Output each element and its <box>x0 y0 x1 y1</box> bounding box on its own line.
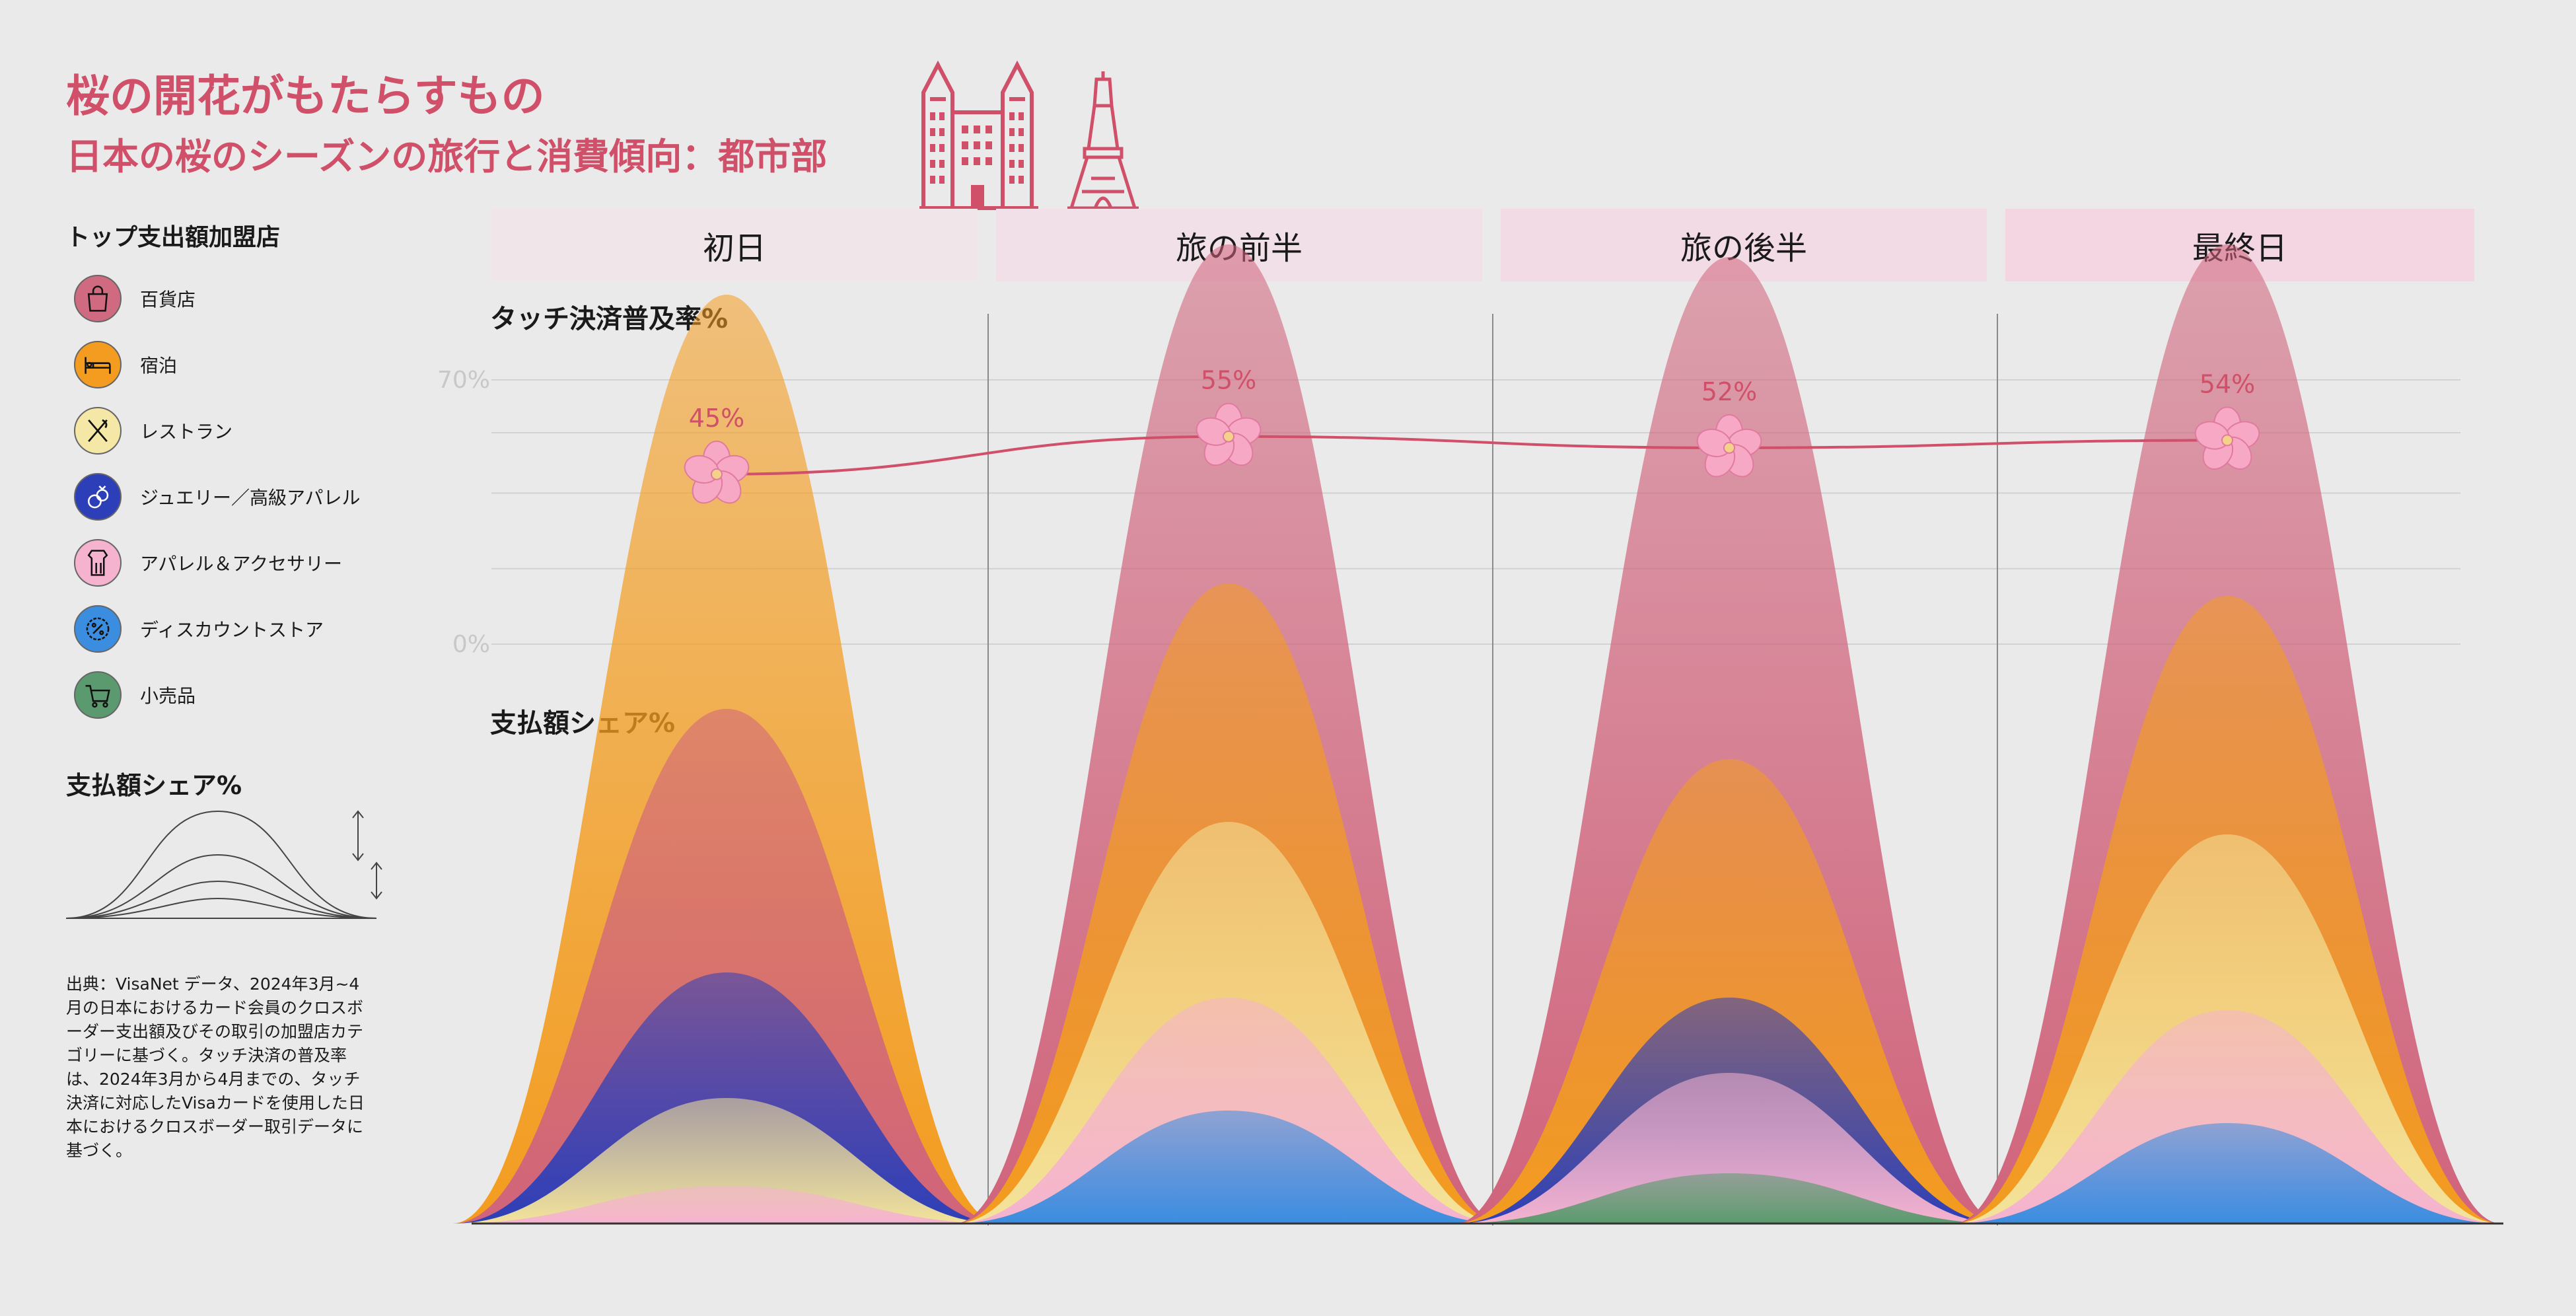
legend-item-department-store: 百貨店 <box>74 266 360 332</box>
y-tick-label: 70% <box>437 367 490 394</box>
contactless-section-label: タッチ決済普及率% <box>490 304 729 334</box>
share-key-diagram <box>66 810 382 919</box>
data-label: 54% <box>2200 369 2255 398</box>
blossom-center <box>1723 441 1735 454</box>
page-subtitle: 日本の桜のシーズンの旅行と消費傾向：都市部 <box>66 135 828 178</box>
legend-label: 小売品 <box>140 685 196 707</box>
legend-item-restaurant: レストラン <box>74 398 360 464</box>
share-area-layer <box>452 1098 1001 1224</box>
fork-knife-icon <box>74 407 122 455</box>
blossom-center <box>1223 430 1234 443</box>
legend-label: ディスカウントストア <box>140 619 324 641</box>
share-area-layer <box>954 1111 1503 1224</box>
legend-item-lodging: 宿泊 <box>74 332 360 398</box>
share-area-layer <box>1455 1173 2003 1224</box>
data-label: 55% <box>1201 366 1256 395</box>
legend-label: 宿泊 <box>140 355 178 377</box>
source-note: 出典：VisaNet データ、2024年3月~4月の日本におけるカード会員のクロ… <box>66 974 365 1160</box>
data-label: 52% <box>1701 377 1757 406</box>
cherry-blossom-marker <box>1196 402 1262 466</box>
merchant-legend: 百貨店 宿泊 レストラン ジュエリー／高級アパレル アパレル＆アクセサリー ディ… <box>74 266 360 728</box>
y-tick-label: 0% <box>452 631 490 658</box>
share-area-layer <box>452 1186 1001 1224</box>
share-area-layer <box>1455 257 2003 1224</box>
legend-title: トップ支出額加盟店 <box>66 224 281 251</box>
blossom-center <box>2221 434 2233 447</box>
legend-item-apparel: アパレル＆アクセサリー <box>74 530 360 596</box>
shopping-bag-icon <box>74 275 122 322</box>
ring-icon <box>74 473 122 521</box>
legend-label: ジュエリー／高級アパレル <box>140 487 361 509</box>
legend-label: 百貨店 <box>140 289 196 311</box>
blossom-center <box>711 468 723 480</box>
legend-item-discount-store: ディスカウントストア <box>74 596 360 662</box>
contactless-line <box>716 435 2228 476</box>
share-key-title: 支払額シェア% <box>66 771 242 800</box>
legend-label: アパレル＆アクセサリー <box>140 553 343 575</box>
data-label: 45% <box>689 404 744 433</box>
cherry-blossom-marker <box>2194 406 2260 470</box>
legend-item-jewelry: ジュエリー／高級アパレル <box>74 464 360 530</box>
share-area-layer <box>1953 1123 2501 1224</box>
phase-header-first-day: 初日 <box>491 209 978 281</box>
clothing-icon <box>74 539 122 587</box>
cherry-blossom-marker <box>1696 414 1762 478</box>
share-area-layer <box>452 709 1001 1224</box>
page-title: 桜の開花がもたらすもの <box>66 71 545 122</box>
share-area-layer <box>1455 1073 2003 1224</box>
discount-badge-icon <box>74 605 122 653</box>
share-area-layer <box>1953 1010 2501 1224</box>
cart-icon <box>74 671 122 719</box>
bed-icon <box>74 341 122 388</box>
legend-item-retail: 小売品 <box>74 662 360 728</box>
tokyo-landmarks-icon <box>919 60 1139 210</box>
cherry-blossom-marker <box>684 440 750 504</box>
share-area-layer <box>1455 759 2003 1224</box>
legend-label: レストラン <box>140 421 233 443</box>
